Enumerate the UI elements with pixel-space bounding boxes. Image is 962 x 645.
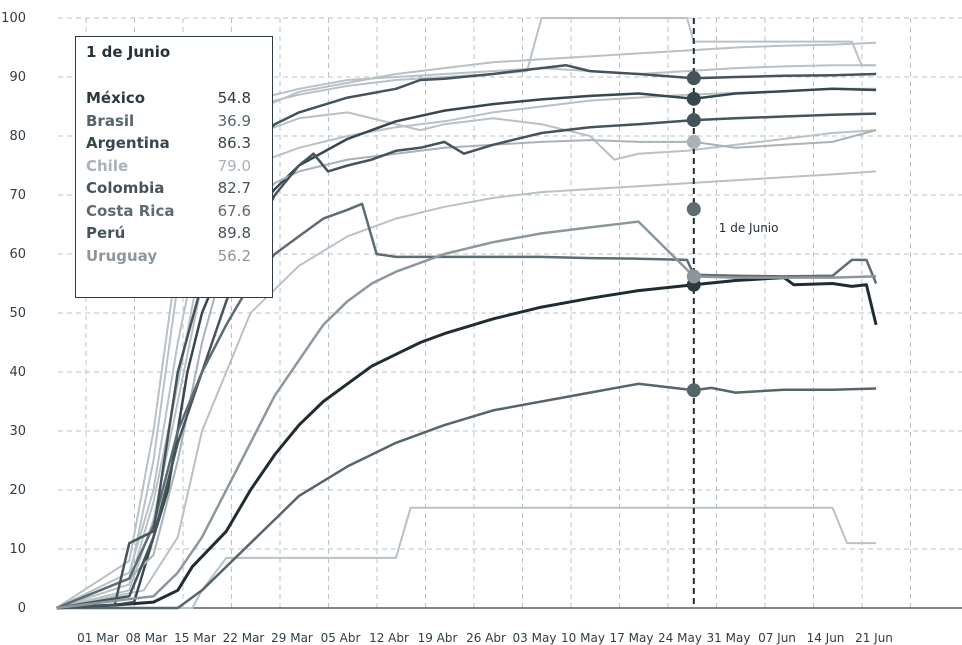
y-tick-label: 10 (9, 542, 26, 557)
tooltip-value: 86.3 (217, 134, 251, 152)
tooltip-value: 67.6 (217, 201, 251, 220)
x-tick-label: 29 Mar (271, 631, 313, 645)
marker-dot (686, 383, 701, 398)
y-tick-label: 40 (9, 365, 26, 380)
series-line-uruguay (56, 220, 877, 610)
y-tick-label: 80 (9, 129, 26, 144)
tooltip-country: Uruguay (86, 246, 158, 265)
tooltip-row: Costa Rica 67.6 (86, 202, 251, 224)
tooltip-row: Brasil 36.9 (86, 112, 251, 134)
x-tick-label: 15 Mar (174, 631, 216, 645)
series-line-other-13 (56, 111, 877, 609)
tooltip-value: 36.9 (217, 111, 251, 130)
x-tick-label: 31 May (707, 631, 751, 645)
marker-dot (686, 91, 701, 106)
x-tick-label: 19 Abr (418, 631, 458, 645)
x-tick-label: 14 Jun (807, 631, 845, 645)
y-tick-label: 0 (18, 601, 26, 616)
marker-dot (686, 113, 701, 128)
x-tick-label: 07 Jun (758, 631, 796, 645)
marker-dot (686, 71, 701, 86)
tooltip-country: Chile (86, 156, 129, 175)
x-tick-label: 24 May (658, 631, 702, 645)
series-line-colombia (56, 112, 877, 610)
y-tick-label: 60 (9, 247, 26, 262)
x-tick-label: 22 Mar (223, 631, 265, 645)
x-tick-label: 17 May (610, 631, 654, 645)
series-line-other-11 (56, 87, 877, 609)
marker-dot (686, 134, 701, 149)
tooltip-row: Colombia 82.7 (86, 179, 251, 201)
series-line-argentina (56, 87, 877, 610)
x-tick-label: 08 Mar (126, 631, 168, 645)
axis-ticks: 0 10 20 30 40 50 60 70 80 90 100 01 Mar 08 Mar 15 Mar… (1, 11, 893, 645)
series-line-costa-rica (56, 202, 878, 610)
tooltip-country: Perú (86, 224, 126, 242)
x-tick-label: 26 Abr (466, 631, 506, 645)
date-marker: 1 de Junio (686, 18, 779, 608)
tooltip-value: 56.2 (217, 246, 251, 265)
series-line-other-12 (56, 170, 877, 609)
tooltip-country: Argentina (86, 134, 170, 152)
tooltip-value: 82.7 (217, 179, 251, 197)
tooltip-value: 79.0 (217, 156, 251, 175)
tooltip-row: Chile 79.0 (86, 157, 251, 179)
tooltip-row: Perú 89.8 (86, 224, 251, 246)
x-tick-label: 21 Jun (855, 631, 893, 645)
series-line-méxico (56, 276, 878, 610)
tooltip-country: Costa Rica (86, 201, 175, 220)
marker-dot (686, 202, 701, 217)
y-tick-label: 90 (9, 70, 26, 85)
tooltip-country: Brasil (86, 111, 135, 130)
tooltip-title: 1 de Junio (86, 43, 171, 61)
series-line-other-8 (56, 506, 877, 609)
y-tick-label: 70 (9, 188, 26, 203)
tooltip-row: Argentina 86.3 (86, 134, 251, 156)
marker-dot (686, 269, 701, 284)
tooltip-value: 54.8 (217, 89, 251, 107)
y-tick-label: 100 (1, 11, 26, 26)
x-tick-label: 10 May (561, 631, 605, 645)
series-line-brasil (56, 382, 877, 610)
tooltip-row: Uruguay 56.2 (86, 247, 251, 269)
x-tick-label: 12 Abr (369, 631, 409, 645)
tooltip-country: Colombia (86, 179, 165, 197)
tooltip-row: México 54.8 (86, 89, 251, 111)
y-tick-label: 20 (9, 483, 26, 498)
x-tick-label: 05 Abr (321, 631, 361, 645)
tooltip-value: 89.8 (217, 224, 251, 242)
series-line-other-10 (56, 41, 877, 609)
x-tick-label: 03 May (513, 631, 557, 645)
y-tick-label: 30 (9, 424, 26, 439)
tooltip-box: 1 de Junio México 54.8 Brasil 36.9 Argentina… (75, 36, 273, 298)
y-tick-label: 50 (9, 306, 26, 321)
x-tick-label: 01 Mar (77, 631, 119, 645)
marker-label: 1 de Junio (719, 221, 779, 235)
tooltip-country: México (86, 89, 146, 107)
